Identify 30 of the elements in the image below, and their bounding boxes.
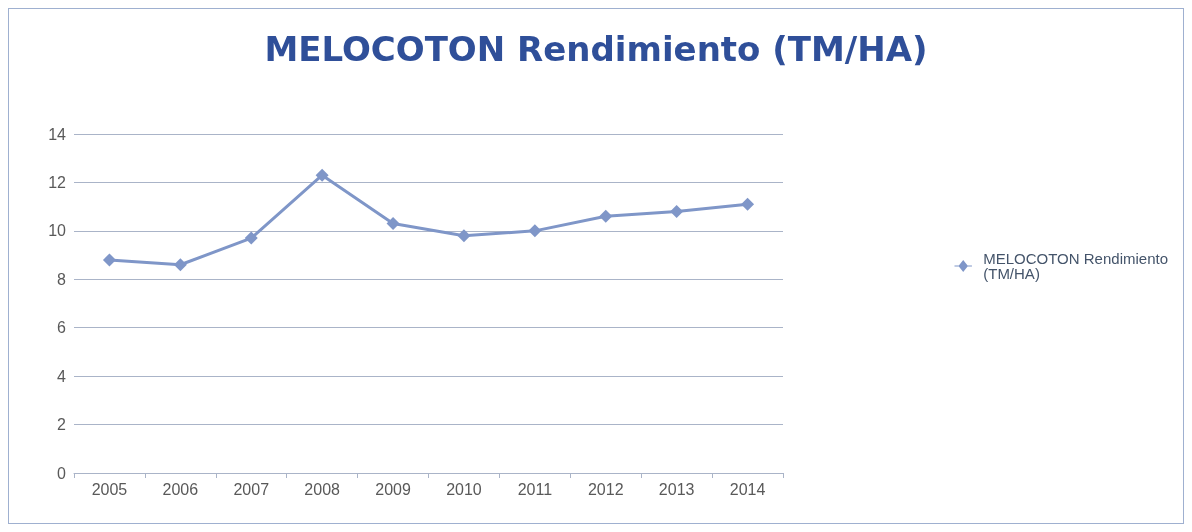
x-tick-label: 2010 (446, 480, 482, 498)
y-tick-label: 6 (57, 319, 67, 337)
x-tick-label: 2011 (517, 480, 553, 498)
y-tick-label: 10 (48, 222, 67, 240)
y-tick-label: 8 (57, 270, 67, 288)
point (173, 258, 187, 272)
x-tick-label: 2008 (304, 480, 341, 498)
x-tick-label: 2009 (375, 480, 411, 498)
y-tick-label: 14 (48, 125, 67, 143)
y-tick-label: 2 (57, 416, 67, 434)
point (386, 217, 400, 231)
legend-label: MELOCOTON Rendimiento (TM/HA) (983, 250, 1169, 282)
point (741, 197, 755, 211)
x-tick-label: 2012 (587, 480, 624, 498)
point (102, 253, 116, 267)
y-tick-label: 4 (57, 367, 67, 385)
x-tick-label: 2005 (91, 480, 128, 498)
point (457, 229, 471, 243)
x-tick-label: 2006 (162, 480, 199, 498)
point (244, 231, 258, 245)
point (599, 209, 613, 223)
chart-title: MELOCOTON Rendimiento (TM/HA) (264, 29, 928, 69)
point (315, 168, 329, 182)
point (528, 224, 542, 238)
point (670, 204, 684, 218)
x-tick-label: 2013 (658, 480, 695, 498)
y-tick-label: 0 (57, 464, 67, 482)
x-tick-label: 2014 (729, 480, 766, 498)
y-tick-label: 12 (48, 173, 67, 191)
x-tick-label: 2007 (233, 480, 270, 498)
